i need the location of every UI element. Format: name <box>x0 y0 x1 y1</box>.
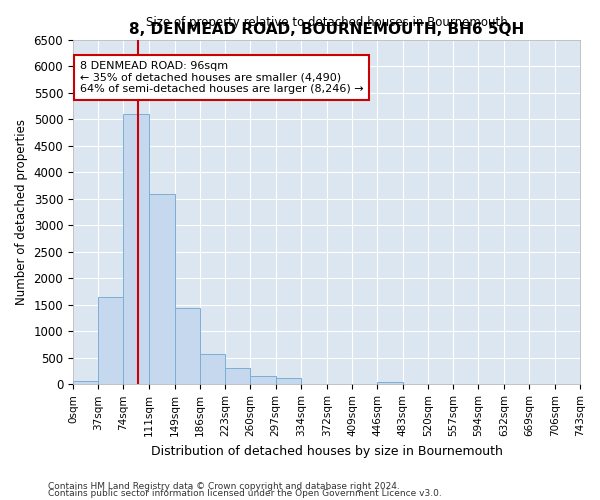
Bar <box>275 378 301 384</box>
Bar <box>98 297 124 384</box>
Bar <box>225 368 250 384</box>
Bar <box>200 354 225 384</box>
Bar <box>124 114 149 384</box>
X-axis label: Distribution of detached houses by size in Bournemouth: Distribution of detached houses by size … <box>151 444 502 458</box>
Bar <box>73 380 98 384</box>
Bar <box>250 376 275 384</box>
Text: Size of property relative to detached houses in Bournemouth: Size of property relative to detached ho… <box>146 16 508 29</box>
Text: 8 DENMEAD ROAD: 96sqm
← 35% of detached houses are smaller (4,490)
64% of semi-d: 8 DENMEAD ROAD: 96sqm ← 35% of detached … <box>80 61 364 94</box>
Bar <box>149 194 175 384</box>
Text: Contains HM Land Registry data © Crown copyright and database right 2024.: Contains HM Land Registry data © Crown c… <box>48 482 400 491</box>
Text: Contains public sector information licensed under the Open Government Licence v3: Contains public sector information licen… <box>48 490 442 498</box>
Bar <box>377 382 403 384</box>
Title: 8, DENMEAD ROAD, BOURNEMOUTH, BH6 5QH: 8, DENMEAD ROAD, BOURNEMOUTH, BH6 5QH <box>129 22 524 37</box>
Bar <box>175 308 200 384</box>
Y-axis label: Number of detached properties: Number of detached properties <box>15 119 28 305</box>
